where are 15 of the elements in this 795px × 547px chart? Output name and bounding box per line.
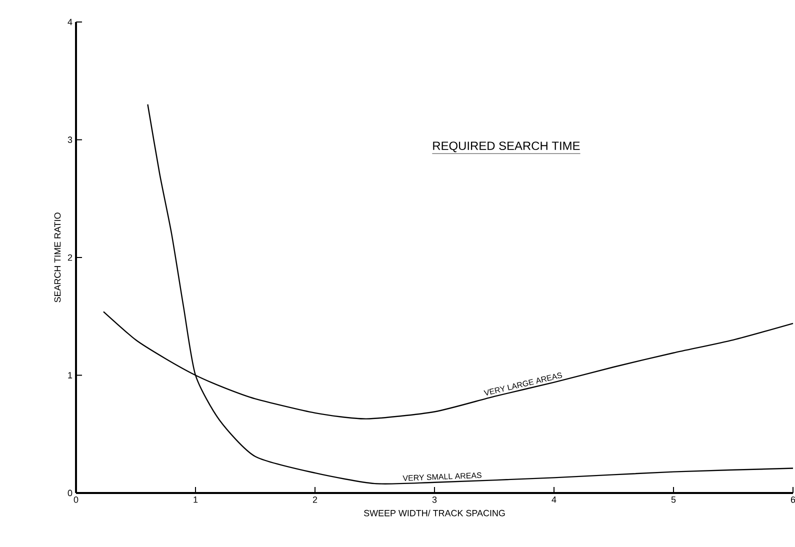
- y-tick-label: 3: [68, 136, 72, 143]
- x-tick-label: 4: [552, 496, 556, 503]
- y-tick-label: 1: [68, 372, 72, 378]
- y-tick-label: 4: [68, 18, 72, 26]
- x-tick-label: 3: [432, 496, 437, 503]
- x-axis-title: SWEEP WIDTH/ TRACK SPACING: [364, 510, 505, 516]
- x-tick-label: 2: [312, 496, 318, 503]
- y-tick-label: 0: [68, 490, 72, 496]
- x-tick-label: 5: [671, 496, 676, 503]
- y-axis-title: SEARCH TIME RATIO: [54, 212, 61, 302]
- x-tick-label: 6: [790, 496, 795, 503]
- y-tick-label: 2: [68, 254, 72, 261]
- x-tick-label: 0: [74, 496, 78, 503]
- text: REQUIRED SEARCH TIME: [433, 142, 580, 152]
- x-tick-label: 1: [194, 496, 198, 503]
